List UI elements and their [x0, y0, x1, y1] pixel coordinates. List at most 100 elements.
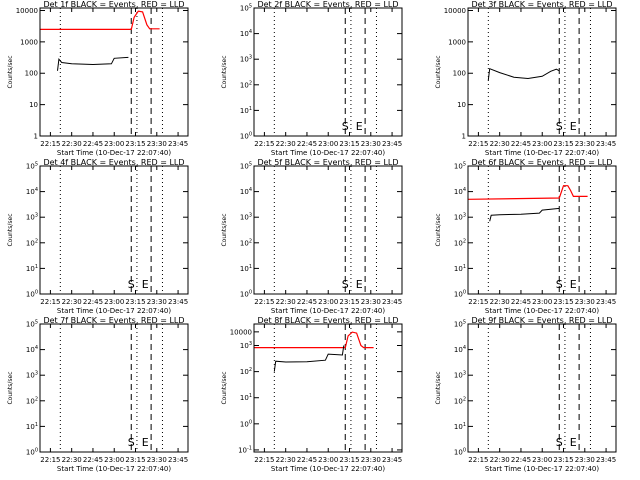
- x-tick-label: 22:15: [254, 140, 274, 148]
- x-tick-label: 23:30: [361, 140, 381, 148]
- y-tick-label: 100: [26, 290, 38, 299]
- x-tick-label: 22:15: [254, 456, 274, 464]
- x-tick-label: 22:45: [83, 298, 103, 306]
- x-tick-label: 23:45: [382, 298, 402, 306]
- x-axis-label: Start Time (10-Dec-17 22:07:40): [271, 149, 385, 157]
- y-tick-label: 100: [454, 290, 466, 299]
- x-tick-label: 23:00: [104, 298, 124, 306]
- x-axis-label: Start Time (10-Dec-17 22:07:40): [485, 465, 599, 473]
- x-tick-label: 23:30: [575, 456, 595, 464]
- y-tick-label: 104: [26, 187, 38, 196]
- x-tick-label: 22:45: [511, 140, 531, 148]
- x-tick-label: 23:30: [361, 456, 381, 464]
- x-tick-label: 23:15: [339, 140, 359, 148]
- start-marker-label: S: [556, 436, 563, 449]
- lld-series-line: [468, 185, 588, 200]
- y-tick-label: 103: [240, 341, 252, 350]
- y-tick-label: 100: [26, 448, 38, 457]
- panel-title: Det 4f BLACK = Events, RED = LLD: [43, 158, 184, 167]
- x-axis-label: Start Time (10-Dec-17 22:07:40): [485, 149, 599, 157]
- y-tick-label: 101: [26, 264, 38, 273]
- y-tick-label: 101: [240, 264, 252, 273]
- x-tick-label: 22:15: [40, 298, 60, 306]
- plot-frame: [253, 323, 403, 453]
- x-axis-label: Start Time (10-Dec-17 22:07:40): [271, 307, 385, 315]
- x-tick-label: 22:15: [468, 140, 488, 148]
- start-marker-label: S: [128, 278, 135, 291]
- end-marker-label: E: [570, 278, 577, 291]
- y-tick-label: 10: [29, 101, 38, 109]
- x-tick-label: 22:45: [297, 140, 317, 148]
- y-tick-label: 105: [454, 162, 466, 171]
- y-tick-label: 104: [26, 345, 38, 354]
- start-marker-label: S: [556, 120, 563, 133]
- plot-frame: [253, 165, 403, 295]
- y-tick-label: 105: [240, 4, 252, 13]
- x-tick-label: 23:00: [104, 456, 124, 464]
- y-axis-label: Counts/sec: [221, 213, 228, 246]
- x-tick-label: 22:15: [40, 140, 60, 148]
- y-tick-label: 101: [26, 422, 38, 431]
- y-tick-label: 104: [240, 29, 252, 38]
- x-axis-label: Start Time (10-Dec-17 22:07:40): [57, 465, 171, 473]
- y-tick-label: 102: [26, 396, 38, 405]
- x-tick-label: 23:15: [553, 140, 573, 148]
- x-tick-label: 23:15: [553, 456, 573, 464]
- x-tick-label: 22:30: [490, 298, 510, 306]
- x-tick-label: 22:30: [276, 298, 296, 306]
- x-tick-label: 23:30: [147, 140, 167, 148]
- x-tick-label: 23:15: [339, 298, 359, 306]
- x-axis-label: Start Time (10-Dec-17 22:07:40): [57, 149, 171, 157]
- y-tick-label: 10000: [16, 7, 38, 15]
- plot-frame: [253, 7, 403, 137]
- x-tick-label: 22:45: [297, 456, 317, 464]
- y-tick-label: 103: [240, 213, 252, 222]
- y-tick-label: 102: [26, 238, 38, 247]
- y-tick-label: 100: [453, 70, 466, 78]
- start-marker-label: S: [556, 278, 563, 291]
- x-tick-label: 22:15: [468, 298, 488, 306]
- y-tick-label: 100: [454, 448, 466, 457]
- y-tick-label: 102: [240, 367, 252, 376]
- x-tick-label: 22:15: [40, 456, 60, 464]
- y-tick-label: 101: [454, 422, 466, 431]
- y-tick-label: 102: [240, 238, 252, 247]
- x-tick-label: 23:30: [575, 140, 595, 148]
- y-tick-label: 105: [26, 162, 38, 171]
- y-tick-label: 1000: [448, 38, 466, 46]
- x-tick-label: 22:45: [511, 298, 531, 306]
- x-tick-label: 23:45: [596, 298, 616, 306]
- y-axis-label: Counts/sec: [7, 213, 14, 246]
- end-marker-label: E: [142, 436, 149, 449]
- y-tick-label: 100: [240, 419, 252, 428]
- x-tick-label: 22:30: [62, 298, 82, 306]
- x-tick-label: 22:30: [490, 456, 510, 464]
- plot-frame: [467, 7, 617, 137]
- x-tick-label: 22:45: [511, 456, 531, 464]
- x-tick-label: 22:30: [490, 140, 510, 148]
- y-tick-label: 104: [454, 187, 466, 196]
- x-tick-label: 23:30: [361, 298, 381, 306]
- x-tick-label: 22:30: [276, 140, 296, 148]
- x-tick-label: 23:00: [318, 298, 338, 306]
- y-axis-label: Counts/sec: [221, 371, 228, 404]
- x-tick-label: 23:45: [596, 456, 616, 464]
- end-marker-label: E: [570, 436, 577, 449]
- y-tick-label: 101: [454, 264, 466, 273]
- panel-title: Det 6f BLACK = Events, RED = LLD: [471, 158, 612, 167]
- x-tick-label: 23:45: [168, 298, 188, 306]
- y-tick-label: 102: [240, 80, 252, 89]
- plot-frame: [39, 323, 189, 453]
- y-tick-label: 103: [26, 213, 38, 222]
- x-tick-label: 23:45: [168, 140, 188, 148]
- y-tick-label: 104: [454, 345, 466, 354]
- x-tick-label: 22:30: [62, 456, 82, 464]
- y-axis-label: Counts/sec: [435, 55, 442, 88]
- y-tick-label: 100: [240, 132, 252, 141]
